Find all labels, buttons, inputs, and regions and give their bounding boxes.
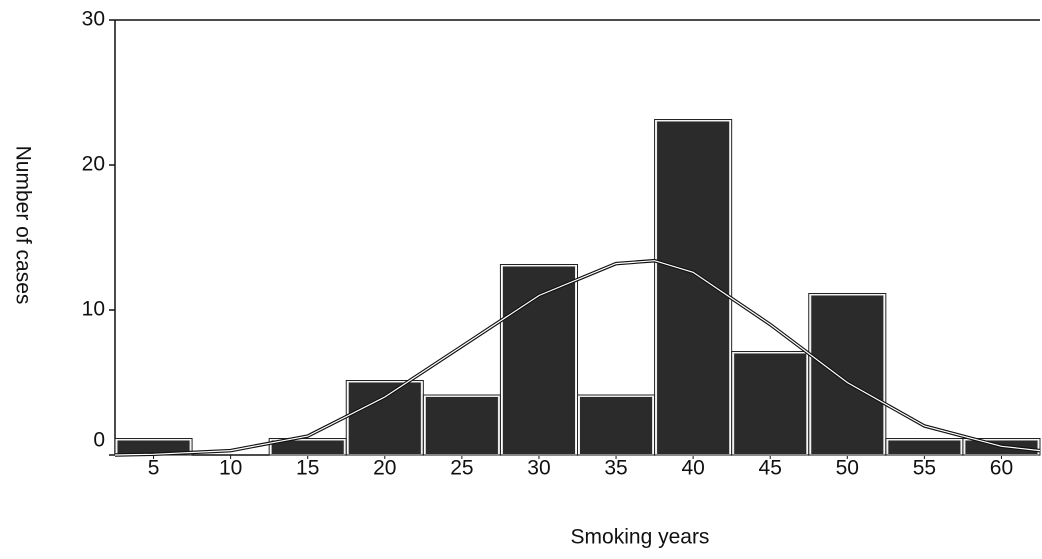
y-tick-label: 20: [82, 153, 105, 176]
x-tick-label: 20: [373, 457, 396, 480]
y-tick-label: 30: [82, 8, 105, 31]
x-tick-label: 50: [836, 457, 859, 480]
bar-outline: [654, 119, 733, 456]
bar: [655, 119, 732, 456]
bar: [578, 395, 655, 456]
bar: [423, 395, 500, 456]
x-axis-label: Smoking years: [571, 526, 710, 549]
x-tick-label: 30: [527, 457, 550, 480]
x-tick-label: 60: [990, 457, 1013, 480]
y-axis-label: Number of cases: [11, 146, 34, 305]
x-tick-label: 10: [219, 457, 242, 480]
bar: [886, 438, 963, 456]
x-tick-label: 40: [681, 457, 704, 480]
x-tick-label: 35: [604, 457, 627, 480]
bar-outline: [499, 264, 578, 456]
x-tick-label: 45: [759, 457, 782, 480]
bar: [809, 293, 886, 456]
bar: [732, 351, 809, 456]
x-tick-label: 5: [148, 457, 160, 480]
y-tick-label: 0: [93, 429, 105, 452]
bar-outline: [808, 293, 887, 456]
x-tick-label: 15: [296, 457, 319, 480]
fit-curve-highlight: [114, 260, 1041, 456]
x-tick-label: 25: [450, 457, 473, 480]
y-tick-label: 10: [82, 298, 105, 321]
bar-outline: [962, 438, 1041, 456]
bar: [346, 380, 423, 456]
x-tick-label: 55: [913, 457, 936, 480]
